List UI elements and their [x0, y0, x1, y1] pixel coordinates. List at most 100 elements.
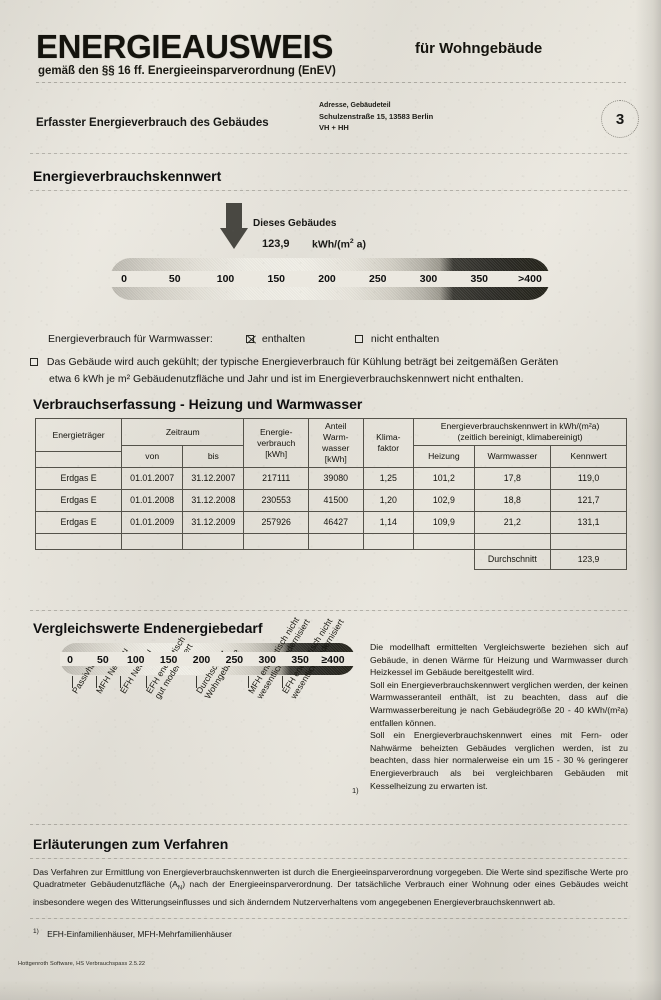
warmwater-included-option[interactable]: enthalten	[246, 333, 305, 345]
gauge-label-band	[110, 271, 550, 287]
col-kennwert: Kennwert	[550, 445, 627, 468]
section-heading-vergleichswerte: Vergleichswerte Endenergiebedarf	[33, 620, 263, 636]
cooling-text-line-1: Das Gebäude wird auch gekühlt; der typis…	[46, 356, 559, 368]
comparison-scale-gauge: 0 50 100 150 200 250 300 350 ≥400	[60, 643, 355, 675]
table-header: Energieträger Zeitraum Energie- verbrauc…	[34, 418, 627, 468]
section-rule-verfahren-top	[30, 824, 630, 825]
checkbox-warmwater-included-icon[interactable]	[246, 335, 254, 343]
comparison-tick-50: 50	[97, 654, 109, 666]
checkbox-warmwater-not-included-icon[interactable]	[355, 335, 363, 343]
comparison-leader-line	[248, 676, 249, 688]
gauge-tick-100: 100	[216, 273, 235, 285]
address-line-1: Schulzenstraße 15, 13583 Berlin	[319, 112, 434, 121]
col-kennwert-group-l2: (zeitlich bereinigt, klimabereinigt)	[457, 432, 583, 442]
page-number-badge: 3	[601, 100, 639, 138]
cell-warmwasser: 18,8	[473, 489, 552, 512]
table-body: Erdgas E 01.01.2007 31.12.2007 217111 39080 1…	[34, 467, 627, 570]
gauge-tick-0: 0	[121, 273, 127, 285]
col-energieverbrauch-l2: verbrauch	[257, 437, 296, 448]
building-address: Adresse, Gebäudeteil Schulzenstraße 15, …	[319, 100, 433, 133]
col-klimafaktor-l2: faktor	[377, 443, 400, 453]
document-subtitle: Erfasster Energieverbrauch des Gebäudes	[36, 117, 269, 129]
table-row: Erdgas E 01.01.2009 31.12.2009 257926 46427 1…	[34, 511, 627, 534]
cell-average-value: 123,9	[550, 549, 627, 570]
warmwater-included-label: enthalten	[261, 333, 306, 345]
cell-spacer	[550, 533, 627, 550]
consumption-table: Energieträger Zeitraum Energie- verbrauc…	[34, 418, 627, 570]
comparison-gauge-label-band	[60, 652, 355, 666]
checkbox-cooling-icon[interactable]	[30, 358, 38, 366]
this-building-unit: kWh/(m2 a)	[312, 238, 366, 251]
gauge-tick-350: 350	[470, 273, 489, 285]
warmwater-not-included-option[interactable]: nicht enthalten	[355, 333, 439, 345]
comparison-leader-line	[146, 676, 147, 688]
address-label: Adresse, Gebäudeteil	[319, 102, 391, 109]
comparison-leader-line	[196, 676, 197, 688]
this-building-label: Dieses Gebäudes	[253, 218, 337, 229]
warmwater-row: Energieverbrauch für Warmwasser:	[48, 333, 213, 345]
comparison-footnote-mark: 1)	[352, 786, 359, 795]
col-klimafaktor-l1: Klima-	[376, 432, 401, 442]
warmwater-not-included-label: nicht enthalten	[370, 333, 440, 345]
comparison-leader-line	[96, 676, 97, 688]
address-line-2: VH + HH	[319, 123, 349, 132]
comparison-tick-200: 200	[192, 654, 211, 666]
cell-kennwert: 119,0	[550, 467, 627, 490]
comparison-tick-250: 250	[225, 654, 244, 666]
col-zeitraum: Zeitraum	[121, 418, 245, 446]
cell-heizung: 101,2	[413, 467, 475, 490]
comparison-leader-line	[120, 676, 121, 688]
cell-average-label: Durchschnitt	[473, 549, 552, 570]
col-anteil-ww-l3: wasser	[322, 443, 350, 453]
section-rule-verfahren	[30, 858, 630, 859]
gauge-tick-150: 150	[267, 273, 286, 285]
cooling-text-line-2: etwa 6 kWh je m² Gebäudenutzfläche und J…	[49, 373, 524, 385]
energy-consumption-gauge: 0 50 100 150 200 250 300 350 >400	[110, 258, 550, 300]
col-klimafaktor: Klima- faktor	[362, 418, 415, 468]
gauge-tick-labels: 0 50 100 150 200 250 300 350 >400	[110, 271, 550, 287]
value-pointer-arrow	[220, 203, 248, 249]
comparison-tick-400: ≥400	[321, 654, 345, 666]
gauge-tick-50: 50	[168, 273, 181, 285]
table-spacer-row	[34, 533, 627, 550]
table-header-row-1: Energieträger Zeitraum Energie- verbrauc…	[34, 418, 627, 468]
scan-edge-shadow	[635, 0, 661, 1000]
gauge-tick-200: 200	[318, 273, 336, 285]
col-kennwert-group: Energieverbrauchskennwert in kWh/(m²a) (…	[413, 418, 627, 446]
gauge-tick-400: >400	[518, 273, 542, 285]
section-heading-kennwert: Energieverbrauchskennwert	[33, 168, 222, 184]
scan-bottom-shadow	[0, 980, 661, 1000]
procedure-footnote-mark: 1)	[33, 928, 39, 935]
section-rule-footnote	[30, 918, 630, 919]
this-building-value: 123,9	[262, 238, 290, 250]
arrow-head-icon	[220, 228, 248, 249]
comparison-leader-line	[282, 676, 283, 688]
header-divider	[36, 82, 626, 83]
comparison-text-p2: Soll ein Energieverbrauchskennwert vergl…	[370, 679, 628, 728]
gauge-tick-300: 300	[419, 273, 438, 285]
gauge-tick-250: 250	[368, 273, 387, 285]
procedure-footnote-text: EFH-Einfamilienhäuser, MFH-Mehrfamilienh…	[47, 928, 232, 939]
cell-spacer	[182, 533, 245, 550]
comparison-text-p1: Die modellhaft ermittelten Vergleichswer…	[370, 642, 628, 678]
cell-spacer	[473, 533, 552, 550]
comparison-gauge-tick-labels: 0 50 100 150 200 250 300 350 ≥400	[60, 652, 355, 666]
comparison-tick-300: 300	[258, 654, 277, 666]
page-number-value: 3	[615, 110, 625, 128]
section-rule-kennwert	[30, 190, 630, 191]
table-average-row: Durchschnitt 123,9	[36, 549, 627, 570]
warmwater-label: Energieverbrauch für Warmwasser:	[48, 333, 213, 345]
regulation-line: gemäß den §§ 16 ff. Energieeinsparverord…	[38, 65, 336, 77]
comparison-tick-150: 150	[159, 654, 178, 666]
col-energieverbrauch-l3: [kWh]	[265, 448, 288, 459]
cooling-statement-row[interactable]: Das Gebäude wird auch gekühlt; der typis…	[30, 354, 630, 388]
col-anteil-ww-l4: [kWh]	[324, 454, 347, 464]
section-heading-verfahren: Erläuterungen zum Verfahren	[33, 836, 229, 852]
cell-heizung: 109,9	[413, 511, 475, 534]
table-header-row-2: von bis Heizung Warmwasser Kennwert	[36, 445, 627, 468]
comparison-explanation-text: Die modellhaft ermittelten Vergleichswer…	[370, 641, 628, 792]
col-anteil-ww-l1: Anteil	[325, 421, 347, 431]
col-kennwert-group-l1: Energieverbrauchskennwert in kWh/(m²a)	[440, 421, 600, 431]
